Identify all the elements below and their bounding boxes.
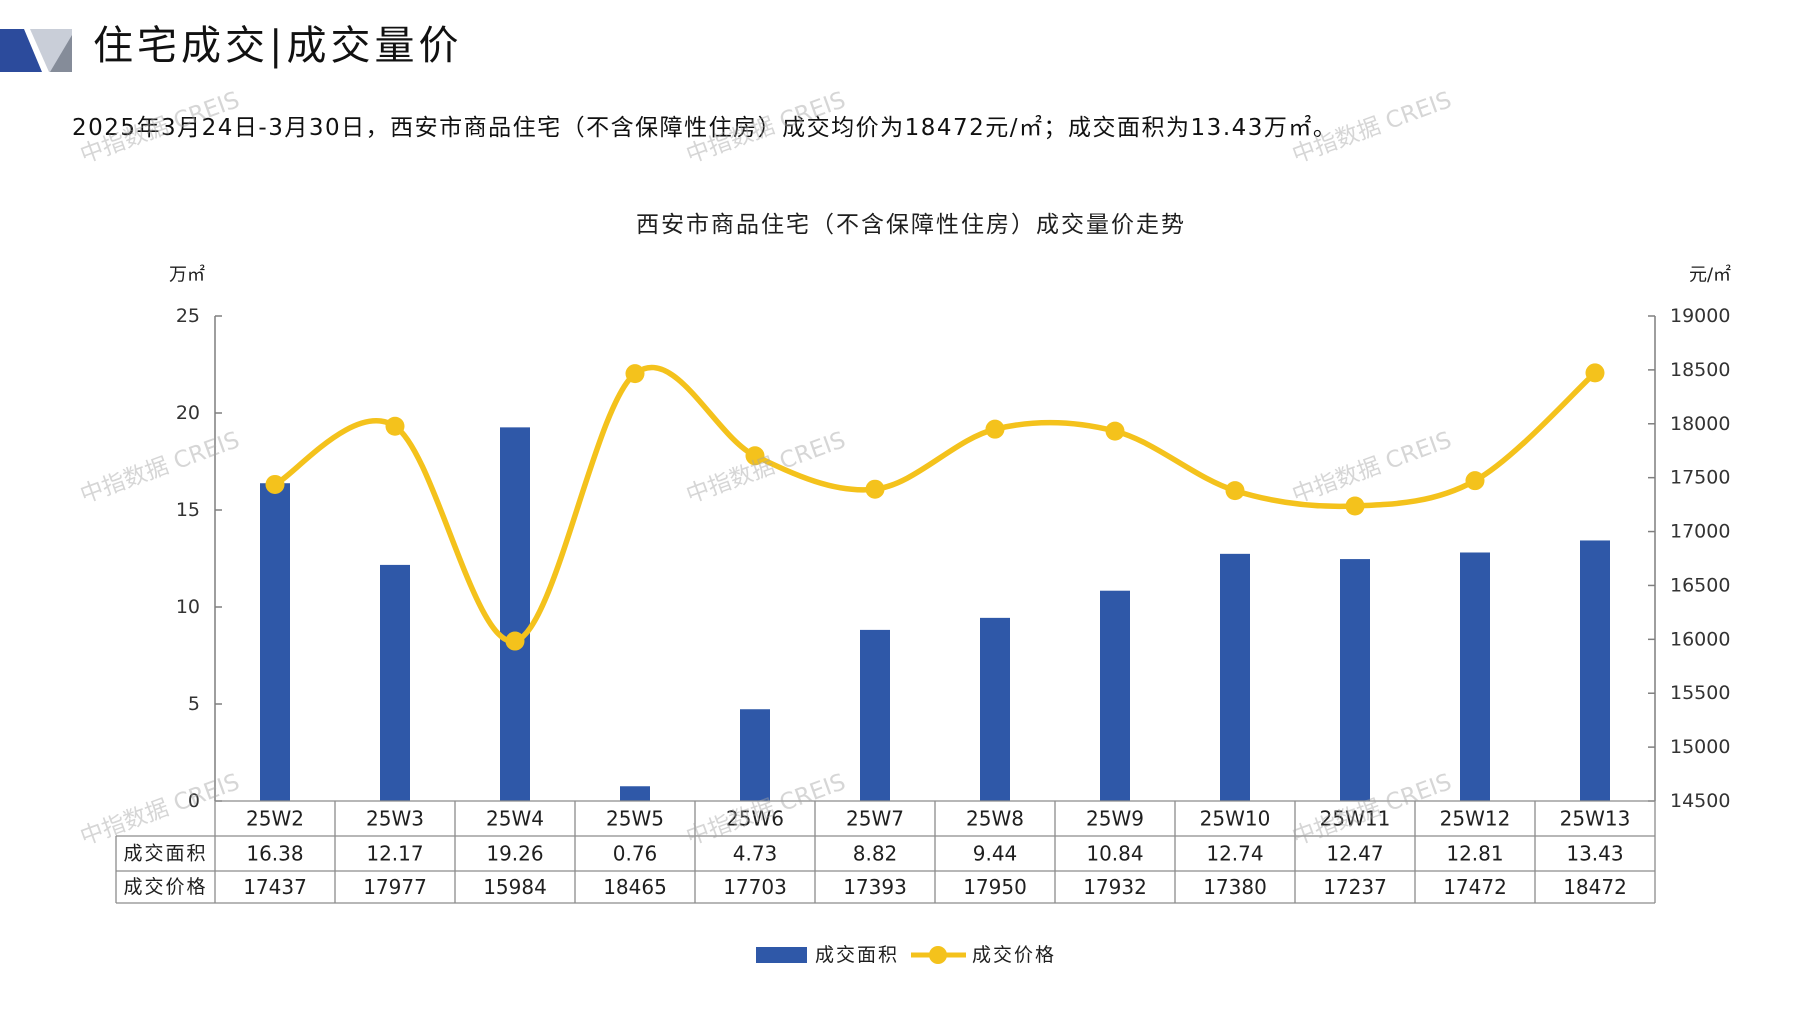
x-category-label: 25W10: [1200, 807, 1271, 831]
y-left-tick-label: 0: [188, 790, 200, 812]
table-row-label-price: 成交价格: [123, 876, 207, 898]
table-cell-price: 17380: [1203, 875, 1267, 899]
table-cell-area: 12.81: [1446, 842, 1503, 866]
y-left-tick-label: 25: [176, 305, 200, 327]
x-category-label: 25W12: [1440, 807, 1511, 831]
price-marker-25W13: [1585, 363, 1605, 383]
price-marker-25W12: [1465, 471, 1485, 491]
price-marker-25W5: [625, 364, 645, 384]
table-cell-price: 17437: [243, 875, 307, 899]
table-cell-price: 18465: [603, 875, 667, 899]
table-cell-price: 17977: [363, 875, 427, 899]
bar-25W12: [1460, 552, 1490, 801]
bar-25W3: [380, 564, 410, 801]
table-cell-area: 12.74: [1206, 842, 1263, 866]
price-marker-25W3: [385, 416, 405, 436]
table-cell-price: 17703: [723, 875, 787, 899]
x-category-label: 25W11: [1320, 807, 1391, 831]
legend-label-price: 成交价格: [972, 944, 1056, 966]
bar-25W4: [500, 427, 530, 801]
page-title: 住宅成交|成交量价: [93, 23, 463, 69]
table-cell-area: 4.73: [733, 842, 778, 866]
bar-25W10: [1220, 553, 1250, 801]
x-category-label: 25W9: [1086, 807, 1144, 831]
x-category-label: 25W7: [846, 807, 904, 831]
bar-25W2: [260, 483, 290, 801]
price-marker-25W6: [745, 446, 765, 466]
y-right-tick-label: 17500: [1670, 467, 1730, 489]
legend: 成交面积 成交价格: [756, 944, 1056, 966]
y-left-tick-label: 20: [176, 402, 200, 424]
x-category-label: 25W4: [486, 807, 544, 831]
price-marker-25W4: [505, 631, 525, 651]
price-marker-25W7: [865, 479, 885, 499]
bar-25W11: [1340, 559, 1370, 801]
y-axis-right-unit: 元/㎡: [1689, 264, 1731, 286]
table-cell-area: 19.26: [486, 842, 543, 866]
table-cell-price: 15984: [483, 875, 547, 899]
y-left-tick-label: 5: [188, 693, 200, 715]
price-marker-25W11: [1345, 496, 1365, 516]
legend-swatch-area: [756, 947, 807, 963]
y-right-tick-label: 15000: [1670, 736, 1730, 758]
table-cell-area: 16.38: [246, 842, 303, 866]
y-right-tick-label: 16500: [1670, 574, 1730, 596]
y-right-tick-label: 14500: [1670, 790, 1730, 812]
table-cell-area: 9.44: [973, 842, 1018, 866]
y-right-tick-label: 16000: [1670, 628, 1730, 650]
table-cell-area: 12.17: [366, 842, 423, 866]
x-category-label: 25W8: [966, 807, 1024, 831]
y-right-tick-label: 19000: [1670, 305, 1730, 327]
y-left-tick-label: 15: [176, 499, 200, 521]
legend-label-area: 成交面积: [815, 944, 899, 966]
bar-25W6: [740, 709, 770, 801]
table-cell-area: 8.82: [853, 842, 898, 866]
x-category-label: 25W13: [1560, 807, 1631, 831]
y-right-tick-label: 18500: [1670, 359, 1730, 381]
bar-25W13: [1580, 540, 1610, 801]
x-category-label: 25W3: [366, 807, 424, 831]
table-cell-area: 12.47: [1326, 842, 1383, 866]
bar-series-area: [260, 427, 1610, 801]
table-cell-price: 17237: [1323, 875, 1387, 899]
y-left-tick-label: 10: [176, 596, 200, 618]
price-line: [272, 364, 1598, 644]
table-cell-price: 17932: [1083, 875, 1147, 899]
price-marker-25W10: [1225, 481, 1245, 501]
table-cell-area: 0.76: [613, 842, 658, 866]
bar-25W7: [860, 629, 890, 801]
y-axis-left-unit: 万㎡: [169, 264, 205, 286]
price-marker-25W8: [985, 419, 1005, 439]
y-right-tick-label: 15500: [1670, 682, 1730, 704]
x-category-label: 25W6: [726, 807, 784, 831]
line-series-price: [265, 363, 1605, 651]
price-marker-25W9: [1105, 421, 1125, 441]
table-cell-area: 10.84: [1086, 842, 1143, 866]
table-cell-area: 13.43: [1566, 842, 1623, 866]
bar-25W5: [620, 786, 650, 801]
x-category-label: 25W5: [606, 807, 664, 831]
price-marker-25W2: [265, 474, 285, 494]
y-right-tick-label: 18000: [1670, 413, 1730, 435]
bar-25W9: [1100, 590, 1130, 801]
table-cell-price: 17950: [963, 875, 1027, 899]
brand-logo: [0, 29, 72, 72]
y-right-tick-label: 17000: [1670, 521, 1730, 543]
table-cell-price: 17472: [1443, 875, 1507, 899]
axes: 0 5 10 15 20 25 14500 15000 15500 16000 16500 17000…: [176, 305, 1731, 812]
table-cell-price: 17393: [843, 875, 907, 899]
chart-title: 西安市商品住宅（不含保障性住房）成交量价走势: [636, 212, 1186, 238]
legend-swatch-price-marker: [929, 946, 947, 964]
table-cell-price: 18472: [1563, 875, 1627, 899]
bar-25W8: [980, 617, 1010, 801]
table-row-label-area: 成交面积: [123, 843, 207, 865]
summary-text: 2025年3月24日-3月30日，西安市商品住宅（不含保障性住房）成交均价为18…: [72, 115, 1338, 141]
x-category-label: 25W2: [246, 807, 304, 831]
